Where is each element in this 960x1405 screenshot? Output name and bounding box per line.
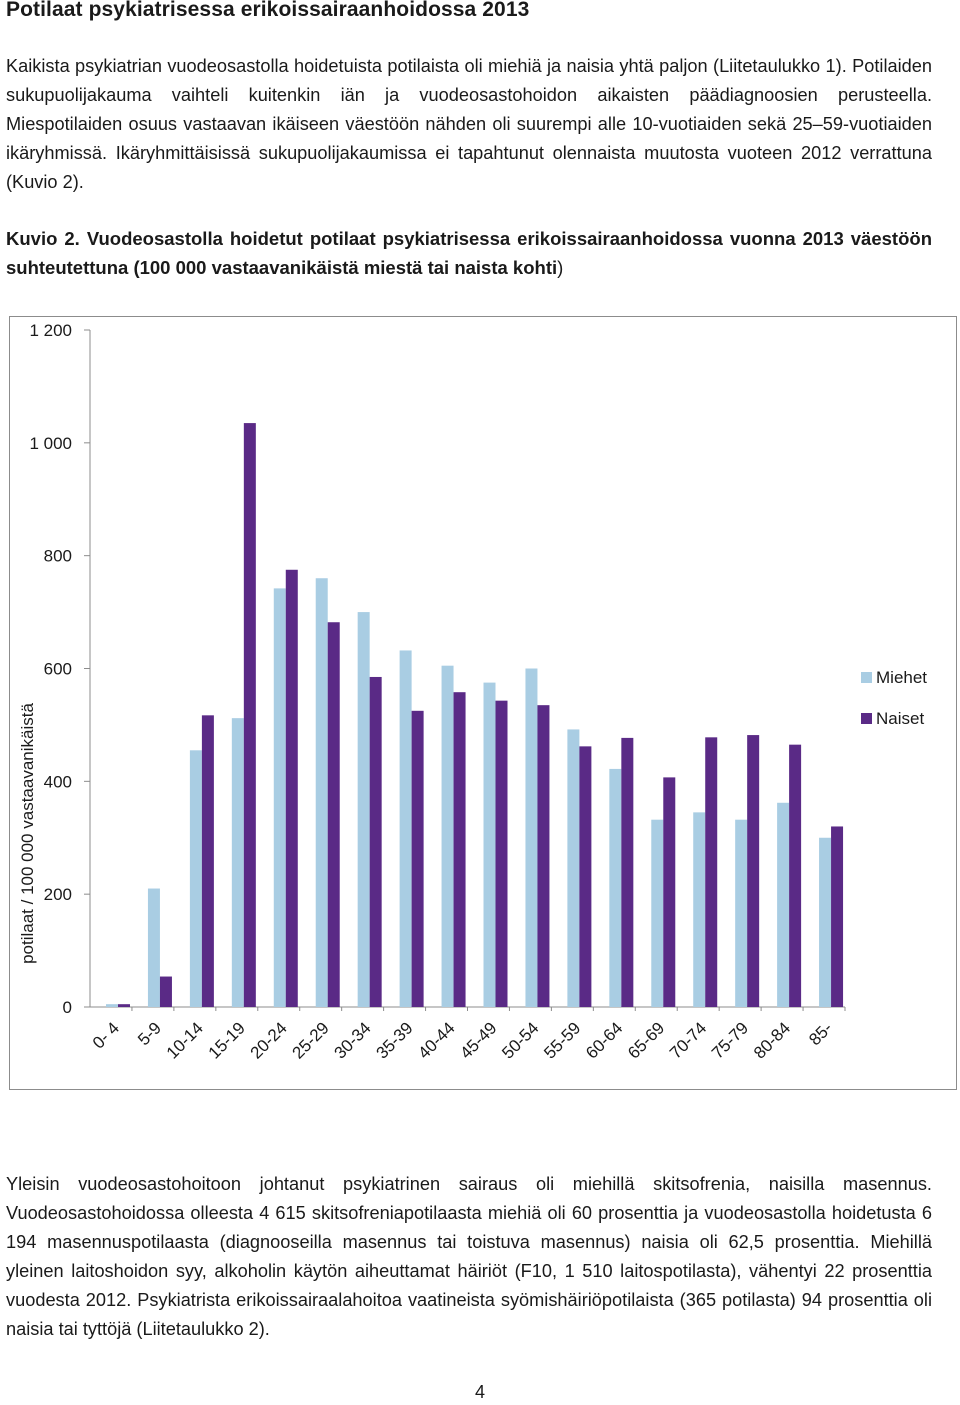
bar-naiset (663, 777, 676, 1007)
bar-naiset (789, 744, 802, 1007)
x-tick-label: 10-14 (163, 1018, 207, 1062)
x-tick-label: 0- 4 (89, 1018, 123, 1052)
bar-naiset (369, 676, 382, 1007)
bar-miehet (315, 578, 328, 1007)
bar-miehet (273, 588, 286, 1007)
y-tick-label: 600 (44, 660, 72, 679)
bar-miehet (525, 668, 538, 1007)
legend-swatch-miehet (861, 672, 872, 683)
bar-chart: 0 200 400 600 800 1 000 1 200 potilaat / 100 00… (18, 321, 927, 1063)
bar-naiset (327, 622, 340, 1007)
legend-label: Naiset (876, 709, 924, 728)
bar-miehet (819, 837, 832, 1007)
bar-naiset (118, 1004, 130, 1007)
bar-naiset (201, 715, 214, 1007)
chart-frame: 0 200 400 600 800 1 000 1 200 potilaat / 100 00… (9, 316, 957, 1090)
bar-miehet (399, 650, 412, 1007)
x-tick-label: 40-44 (414, 1018, 458, 1062)
bar-naiset (285, 569, 298, 1007)
y-tick-label: 800 (44, 547, 72, 566)
bar-naiset (243, 423, 256, 1007)
bar-miehet (231, 718, 244, 1007)
x-tick-label: 25-29 (289, 1018, 333, 1062)
x-tick-label: 50-54 (498, 1018, 542, 1062)
y-axis-title: potilaat / 100 000 vastaavanikäistä (18, 703, 37, 964)
bar-miehet (777, 802, 790, 1007)
bar-miehet (106, 1004, 118, 1007)
x-tick-label: 80-84 (750, 1018, 794, 1062)
intro-paragraph: Kaikista psykiatrian vuodeosastolla hoid… (6, 56, 932, 192)
x-tick-label: 5-9 (134, 1018, 165, 1049)
x-tick-label: 65-69 (624, 1018, 668, 1062)
y-tick-label: 1 000 (29, 434, 72, 453)
x-tick-label: 35-39 (372, 1018, 416, 1062)
x-tick-label: 55-59 (540, 1018, 584, 1062)
bar-naiset (747, 735, 760, 1007)
bar-miehet (567, 729, 580, 1007)
bar-naiset (453, 692, 466, 1007)
y-tick-label: 200 (44, 885, 72, 904)
figure-caption: Kuvio 2. Vuodeosastolla hoidetut potilaa… (6, 224, 932, 282)
x-tick-label: 75-79 (708, 1018, 752, 1062)
bar-miehet (693, 812, 706, 1007)
bar-miehet (357, 612, 370, 1007)
legend-label: Miehet (876, 668, 927, 687)
bar-miehet (147, 888, 160, 1007)
bar-naiset (159, 976, 172, 1007)
bar-naiset (537, 705, 550, 1007)
y-tick-label: 0 (63, 998, 72, 1017)
bar-miehet (735, 819, 748, 1007)
y-tick-label: 400 (44, 772, 72, 791)
legend-swatch-naiset (861, 713, 872, 724)
y-tick-label: 1 200 (29, 321, 72, 340)
x-tick-label: 30-34 (331, 1018, 375, 1062)
x-tick-label: 15-19 (205, 1018, 249, 1062)
bar-naiset (579, 746, 592, 1007)
x-tick-label: 20-24 (247, 1018, 291, 1062)
bar-miehet (483, 682, 496, 1007)
bar-naiset (621, 737, 634, 1007)
page-heading: Potilaat psykiatrisessa erikoissairaanho… (6, 0, 530, 21)
bar-miehet (609, 768, 622, 1007)
bar-miehet (441, 665, 454, 1007)
page-number: 4 (474, 1382, 485, 1402)
bar-miehet (651, 819, 664, 1007)
bar-naiset (705, 737, 718, 1007)
x-tick-label: 60-64 (582, 1018, 626, 1062)
figure-caption-bold: Kuvio 2. Vuodeosastolla hoidetut potilaa… (6, 228, 932, 278)
bar-naiset (495, 700, 508, 1007)
bar-naiset (411, 710, 424, 1007)
x-tick-label: 85- (805, 1018, 836, 1049)
bar-miehet (189, 750, 202, 1007)
figure-caption-closing: ) (557, 257, 564, 278)
outro-paragraph: Yleisin vuodeosastohoitoon johtanut psyk… (6, 1174, 932, 1339)
x-tick-label: 70-74 (666, 1018, 710, 1062)
x-tick-label: 45-49 (456, 1018, 500, 1062)
bar-naiset (831, 826, 844, 1007)
